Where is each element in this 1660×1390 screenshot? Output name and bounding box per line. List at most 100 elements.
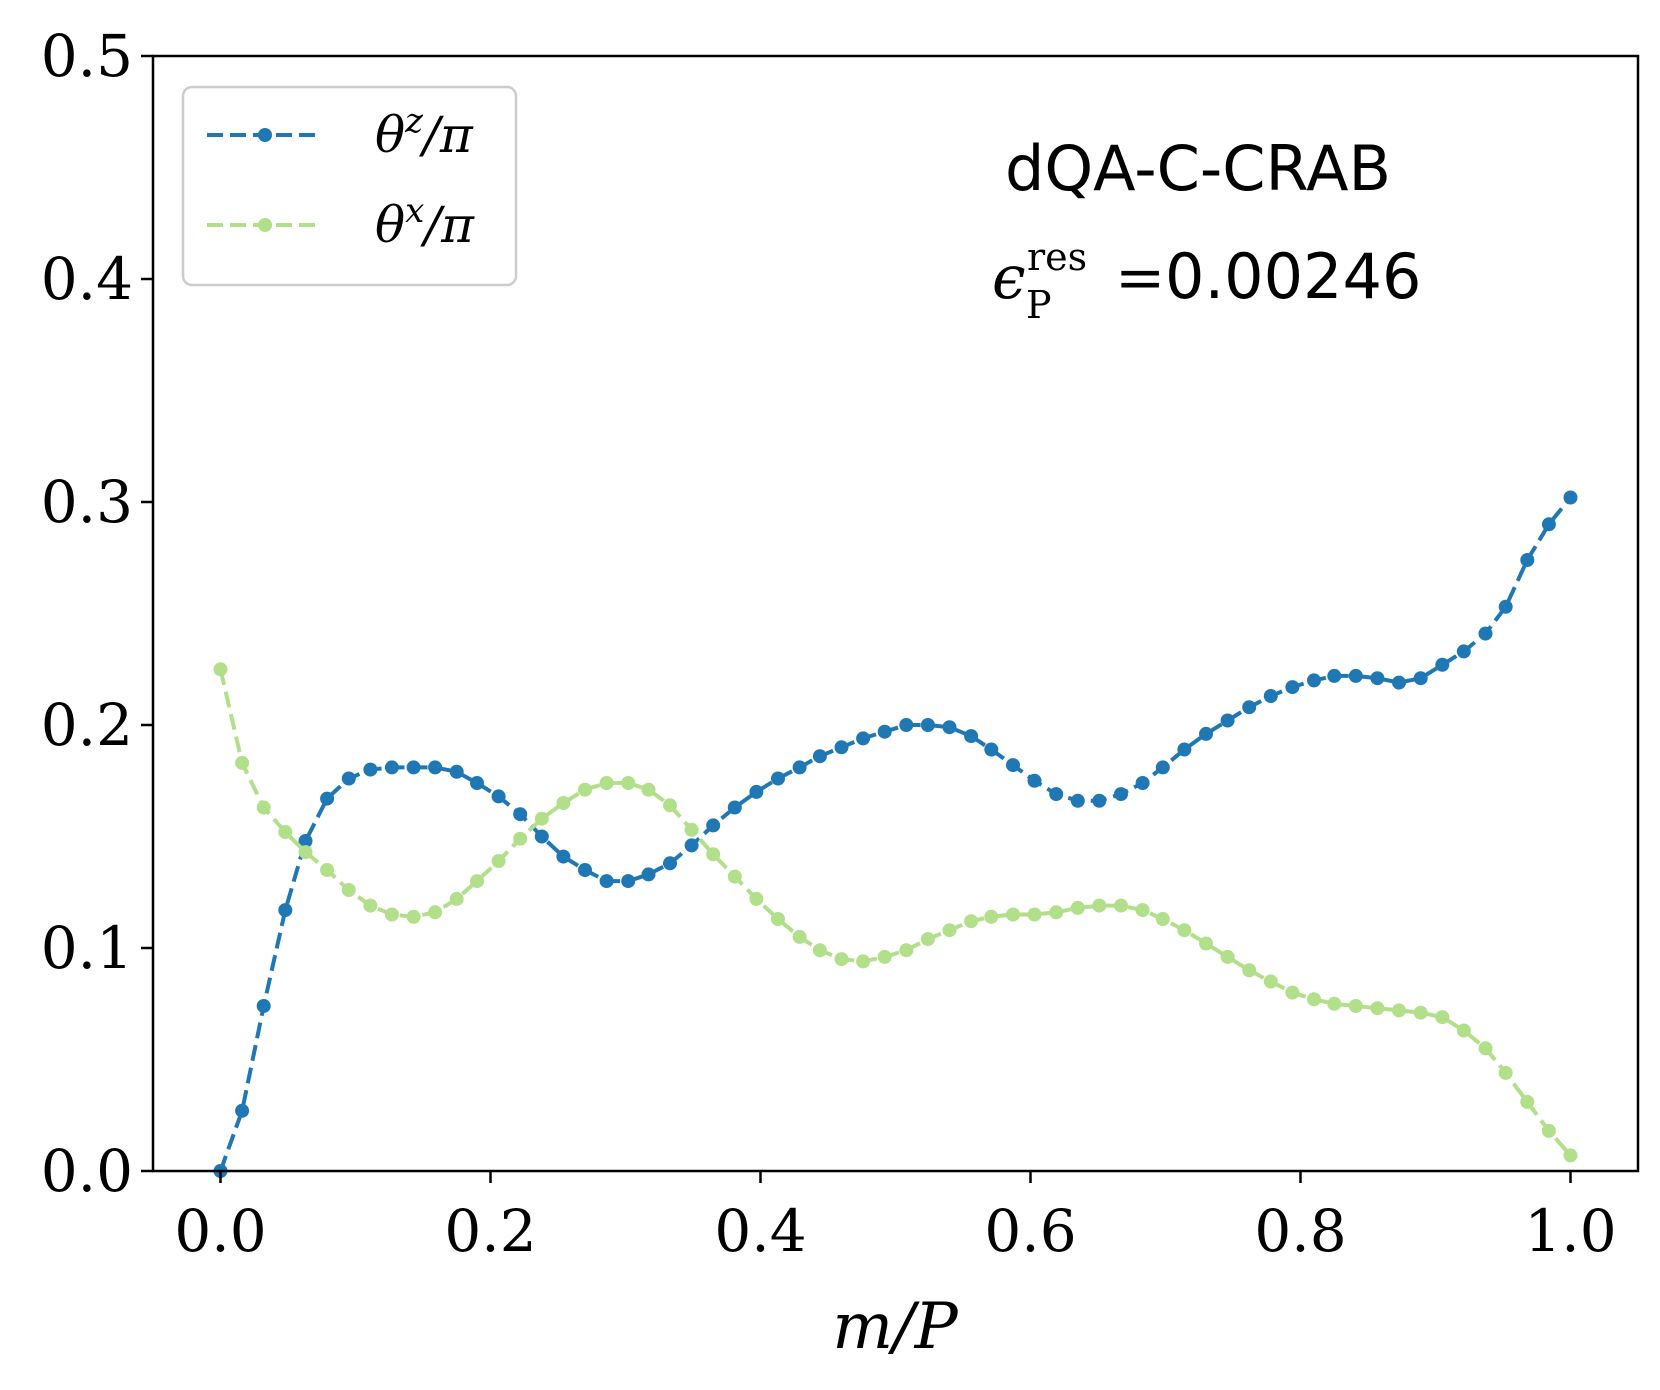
y-tick-label: 0.2 <box>41 691 133 759</box>
data-point <box>1177 742 1192 757</box>
data-point <box>771 912 785 926</box>
data-point <box>578 863 592 877</box>
data-point <box>792 929 807 944</box>
data-point <box>706 818 721 833</box>
data-point <box>1263 689 1278 703</box>
legend-items: θz/π θx/π <box>207 101 475 254</box>
data-point <box>1478 1041 1493 1056</box>
data-point <box>235 1103 250 1118</box>
data-point <box>684 838 699 853</box>
data-point <box>1413 1005 1428 1020</box>
data-point <box>1155 912 1170 926</box>
data-point <box>470 776 484 790</box>
data-point <box>899 718 914 732</box>
data-point <box>1155 760 1170 775</box>
data-point <box>1285 985 1300 1000</box>
data-point <box>641 867 656 882</box>
data-point <box>298 845 313 860</box>
data-point <box>984 742 999 757</box>
y-tick-label: 0.4 <box>41 245 133 313</box>
annotation-metric-value: 0.00246 <box>1165 240 1421 313</box>
data-point <box>406 760 421 775</box>
legend-label: θx/π <box>375 191 475 254</box>
series-line-theta-x <box>218 668 1573 1157</box>
data-point <box>684 822 699 837</box>
annotation: dQA-C-CRAB ϵ res P = 0.00246 <box>992 132 1421 327</box>
data-point <box>621 874 636 889</box>
series-theta-z <box>213 490 1578 1178</box>
data-point <box>428 905 443 920</box>
annotation-metric-equals: = <box>1115 243 1165 313</box>
legend: θz/π θx/π <box>181 85 518 287</box>
y-tick-label: 0.0 <box>41 1137 133 1205</box>
data-point <box>1563 490 1578 505</box>
data-point <box>727 800 742 815</box>
data-point <box>1413 671 1428 686</box>
x-tick-label: 0.4 <box>714 1197 806 1265</box>
data-point <box>964 729 979 744</box>
x-axis-label: m/P <box>832 1290 958 1364</box>
data-point <box>449 891 464 906</box>
data-point <box>384 760 399 775</box>
data-point <box>1498 1065 1513 1080</box>
data-point <box>449 764 464 779</box>
data-point <box>470 874 484 889</box>
data-point <box>534 811 549 826</box>
data-point <box>792 760 807 775</box>
legend-item-theta-x: θx/π <box>207 191 475 254</box>
data-point <box>1220 713 1235 728</box>
data-point <box>363 898 378 913</box>
data-point <box>534 829 549 844</box>
data-point <box>406 909 421 924</box>
x-tick-label: 0.8 <box>1254 1197 1346 1265</box>
data-point <box>1370 671 1385 686</box>
data-point <box>1092 793 1107 808</box>
data-point <box>1220 949 1235 964</box>
data-point <box>856 954 871 969</box>
y-axis-ticks: 0.0 0.1 0.2 0.3 0.4 0.5 <box>41 22 153 1205</box>
data-point <box>556 849 571 864</box>
data-point <box>1199 726 1213 741</box>
data-point <box>320 791 335 806</box>
data-point <box>877 724 892 739</box>
data-point <box>1027 907 1042 922</box>
data-point <box>256 800 271 815</box>
data-point <box>384 907 399 922</box>
plot-layer <box>213 490 1578 1178</box>
data-point <box>1242 700 1257 715</box>
data-point <box>706 847 721 862</box>
data-point <box>278 903 293 918</box>
data-point <box>834 952 849 967</box>
data-point <box>727 869 742 884</box>
data-point <box>1563 1148 1578 1163</box>
data-point <box>599 874 614 889</box>
data-point <box>942 923 957 938</box>
data-point <box>1135 776 1150 790</box>
data-point <box>578 782 592 797</box>
data-point <box>1498 599 1513 614</box>
data-point <box>1006 907 1020 922</box>
legend-label: θz/π <box>375 101 474 164</box>
data-point <box>1392 675 1406 690</box>
data-point <box>1478 626 1493 641</box>
data-point <box>920 718 935 732</box>
data-point <box>1307 992 1321 1007</box>
data-point <box>1092 898 1107 913</box>
legend-item-theta-z: θz/π <box>207 101 474 164</box>
data-point <box>621 776 636 790</box>
data-point <box>812 943 827 958</box>
data-point <box>1049 905 1064 920</box>
data-point <box>1027 773 1042 788</box>
data-point <box>213 662 228 677</box>
data-point <box>641 782 656 797</box>
y-tick-label: 0.3 <box>41 468 133 536</box>
series-line-theta-z <box>218 496 1573 1172</box>
data-point <box>1307 673 1321 688</box>
data-point <box>663 798 677 813</box>
data-point <box>964 914 979 929</box>
data-point <box>771 771 785 786</box>
data-point <box>663 856 677 871</box>
data-point <box>942 720 957 735</box>
data-point <box>428 760 443 775</box>
